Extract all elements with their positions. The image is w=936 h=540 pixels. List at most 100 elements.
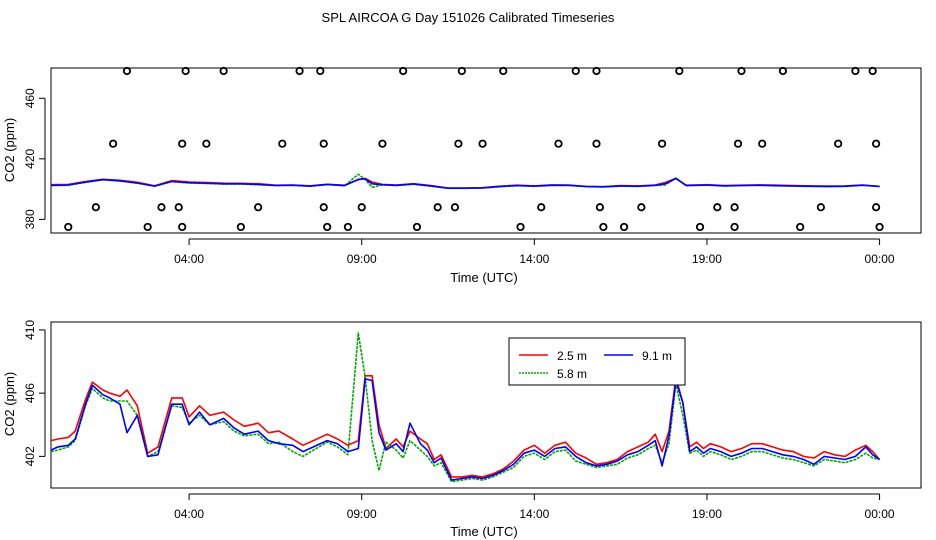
sample-marker (816, 203, 825, 212)
sample-marker (236, 222, 245, 232)
series-line-5-8-m (50, 332, 880, 483)
legend: 2.5 m 9.1 m 5.8 m (508, 337, 686, 386)
x-tick-label: 19:00 (692, 507, 722, 521)
y-tick-label: 402 (23, 446, 37, 466)
sample-marker (713, 203, 722, 212)
legend-label-5-8m: 5.8 m (557, 367, 587, 381)
sample-marker (592, 66, 601, 76)
sample-marker (319, 139, 328, 148)
sample-marker (834, 139, 843, 148)
series-line-2-5-m (50, 374, 881, 478)
sample-marker (399, 66, 408, 76)
sample-marker (516, 222, 525, 232)
sample-marker (122, 66, 132, 76)
panel-bottom-x-label: Time (UTC) (450, 524, 517, 539)
y-tick-label: 460 (23, 88, 37, 108)
sample-marker (91, 203, 100, 212)
sample-marker (478, 139, 487, 148)
series-line-2 (50, 177, 880, 189)
sample-marker (457, 66, 466, 76)
sample-marker (571, 66, 580, 76)
sample-marker (592, 139, 601, 148)
sample-marker (178, 139, 187, 148)
sample-marker (219, 66, 228, 76)
sample-marker (675, 66, 684, 76)
chart-title: SPL AIRCOA G Day 151026 Calibrated Times… (322, 10, 615, 25)
sample-marker (181, 66, 190, 76)
sample-marker (796, 222, 805, 232)
panel-top-x-label: Time (UTC) (450, 270, 517, 285)
sample-marker (778, 66, 788, 76)
sample-marker (695, 222, 705, 232)
panel-top: 04:00 09:00 14:00 19:00 00:00 380 420 460 Time… (2, 66, 922, 285)
sample-marker (730, 203, 739, 212)
x-tick-label: 09:00 (347, 252, 377, 266)
panel-bottom: 04:00 09:00 14:00 19:00 00:00 402 406 410 Time… (2, 320, 922, 539)
x-tick-label: 00:00 (865, 507, 895, 521)
sample-marker (143, 222, 152, 232)
series-line-9-1-m (50, 378, 881, 481)
sample-marker (554, 139, 563, 148)
sample-marker (851, 66, 860, 76)
sample-marker (254, 203, 263, 212)
sample-marker (733, 139, 743, 148)
y-tick-label: 380 (23, 209, 37, 229)
sample-marker (637, 203, 646, 212)
sample-marker (178, 222, 187, 232)
legend-box (508, 337, 686, 386)
panel-bottom-y-label: CO2 (ppm) (2, 372, 17, 436)
sample-marker (499, 66, 508, 76)
sample-marker (433, 203, 442, 212)
sample-marker (343, 222, 353, 232)
x-tick-label: 04:00 (174, 507, 204, 521)
panel-top-markers (64, 66, 884, 232)
x-tick-label: 00:00 (865, 252, 895, 266)
sample-marker (657, 139, 667, 148)
panel-top-y-label: CO2 (ppm) (2, 118, 17, 182)
sample-marker (316, 66, 325, 76)
legend-label-9-1m: 9.1 m (642, 349, 672, 363)
sample-marker (872, 139, 881, 148)
sample-marker (872, 203, 881, 212)
panel-bottom-frame (50, 321, 922, 489)
sample-marker (319, 203, 328, 212)
sample-marker (278, 139, 287, 148)
panel-bottom-x-axis: 04:00 09:00 14:00 19:00 00:00 (174, 493, 895, 521)
series-line-0 (50, 177, 880, 189)
sample-marker (357, 203, 366, 212)
panel-top-x-axis: 04:00 09:00 14:00 19:00 00:00 (174, 238, 895, 266)
sample-marker (202, 139, 211, 148)
sample-marker (109, 139, 118, 148)
panel-bottom-y-axis: 402 406 410 (23, 320, 46, 466)
panel-top-series (50, 173, 880, 190)
sample-marker (537, 203, 546, 212)
sample-marker (454, 139, 463, 148)
legend-label-2-5m: 2.5 m (557, 349, 587, 363)
sample-marker (599, 222, 608, 232)
sample-marker (64, 222, 73, 232)
sample-marker (868, 66, 877, 76)
sample-marker (412, 222, 422, 232)
y-tick-label: 420 (23, 148, 37, 168)
y-tick-label: 410 (23, 320, 37, 340)
sample-marker (378, 139, 387, 148)
panel-top-frame (50, 67, 922, 234)
y-tick-label: 406 (23, 383, 37, 403)
sample-marker (875, 222, 884, 232)
sample-marker (450, 203, 460, 212)
sample-marker (157, 203, 166, 212)
sample-marker (174, 203, 183, 212)
panel-bottom-series (50, 332, 881, 483)
x-tick-label: 14:00 (519, 252, 549, 266)
panel-top-y-axis: 380 420 460 (23, 88, 46, 229)
sample-marker (758, 139, 767, 148)
x-tick-label: 14:00 (519, 507, 549, 521)
x-tick-label: 04:00 (174, 252, 204, 266)
sample-marker (595, 203, 605, 212)
sample-marker (323, 222, 332, 232)
x-tick-label: 19:00 (692, 252, 722, 266)
sample-marker (737, 66, 746, 76)
sample-marker (619, 222, 629, 232)
x-tick-label: 09:00 (347, 507, 377, 521)
